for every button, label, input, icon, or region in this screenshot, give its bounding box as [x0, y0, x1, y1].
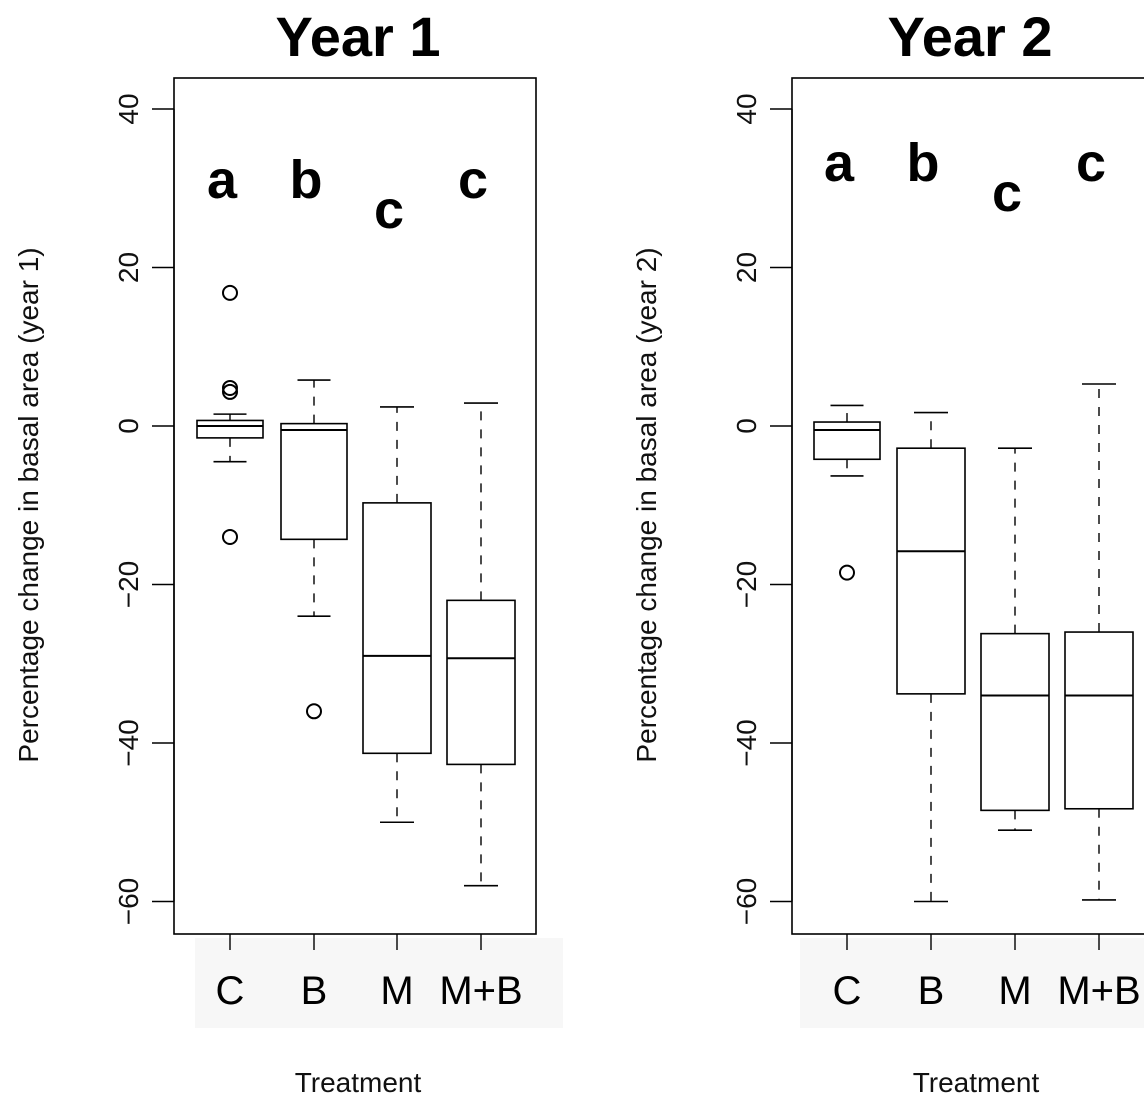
x-axis: C B M M+B — [216, 934, 523, 1013]
y-axis: 40 20 0 −20 −40 −60 — [113, 93, 175, 926]
significance-letter: c — [374, 180, 404, 240]
significance-letter: c — [992, 163, 1022, 223]
panel-title: Year 2 — [887, 5, 1052, 68]
panel-year-1: Year 1 Percentage change in basal area (… — [13, 5, 563, 1096]
iqr-box — [446, 599, 516, 766]
outlier-point — [222, 528, 238, 545]
outlier-point — [222, 284, 238, 301]
significance-letter: a — [207, 150, 238, 210]
y-tick-label: −20 — [113, 561, 144, 609]
box-B — [896, 411, 966, 903]
boxes — [196, 284, 516, 887]
y-tick-label: 20 — [731, 252, 762, 283]
panel-title: Year 1 — [275, 5, 440, 68]
iqr-box — [280, 422, 348, 541]
outlier-point — [839, 564, 855, 581]
box-M — [980, 447, 1050, 831]
x-tick-label: M — [380, 969, 413, 1013]
x-axis-label: Treatment — [295, 1067, 422, 1096]
outlier-point — [222, 379, 238, 396]
tick-label-background — [195, 938, 563, 1028]
x-tick-label: B — [918, 969, 945, 1013]
significance-letter: c — [458, 150, 488, 210]
y-tick-label: −40 — [731, 719, 762, 767]
x-tick-label: C — [833, 969, 862, 1013]
y-tick-label: 40 — [113, 93, 144, 124]
y-axis-label: Percentage change in basal area (year 2) — [631, 247, 662, 762]
x-tick-label: B — [301, 969, 328, 1013]
y-tick-label: 0 — [731, 418, 762, 434]
y-tick-label: 0 — [113, 418, 144, 434]
boxes — [813, 383, 1134, 903]
outlier-point — [306, 703, 322, 720]
x-tick-label: C — [216, 969, 245, 1013]
iqr-box — [1064, 631, 1134, 810]
outlier-point — [222, 383, 238, 400]
iqr-box — [896, 447, 966, 695]
iqr-box — [980, 632, 1050, 812]
x-tick-label: M+B — [439, 969, 522, 1013]
y-axis: 40 20 0 −20 −40 −60 — [731, 93, 793, 926]
x-tick-label: M+B — [1057, 969, 1140, 1013]
x-axis: C B M M+B — [833, 934, 1141, 1013]
significance-letter: a — [824, 133, 855, 193]
x-axis-label: Treatment — [913, 1067, 1040, 1096]
y-tick-label: 40 — [731, 93, 762, 124]
box-M+B — [446, 402, 516, 887]
iqr-box — [196, 419, 264, 439]
y-tick-label: −60 — [113, 878, 144, 926]
significance-letter: c — [1076, 133, 1106, 193]
panel-year-2: Year 2 Percentage change in basal area (… — [631, 5, 1144, 1096]
y-tick-label: −60 — [731, 878, 762, 926]
y-axis-label: Percentage change in basal area (year 1) — [13, 247, 44, 762]
y-tick-label: −20 — [731, 561, 762, 609]
box-C — [813, 404, 881, 581]
iqr-box — [813, 421, 881, 461]
y-tick-label: 20 — [113, 252, 144, 283]
x-tick-label: M — [998, 969, 1031, 1013]
y-tick-label: −40 — [113, 719, 144, 767]
box-M+B — [1064, 383, 1134, 901]
significance-letter: b — [290, 150, 323, 210]
box-B — [280, 379, 348, 720]
significance-letter: b — [907, 133, 940, 193]
iqr-box — [362, 502, 432, 755]
box-M — [362, 406, 432, 824]
box-C — [196, 284, 264, 545]
tick-label-background — [800, 938, 1144, 1028]
